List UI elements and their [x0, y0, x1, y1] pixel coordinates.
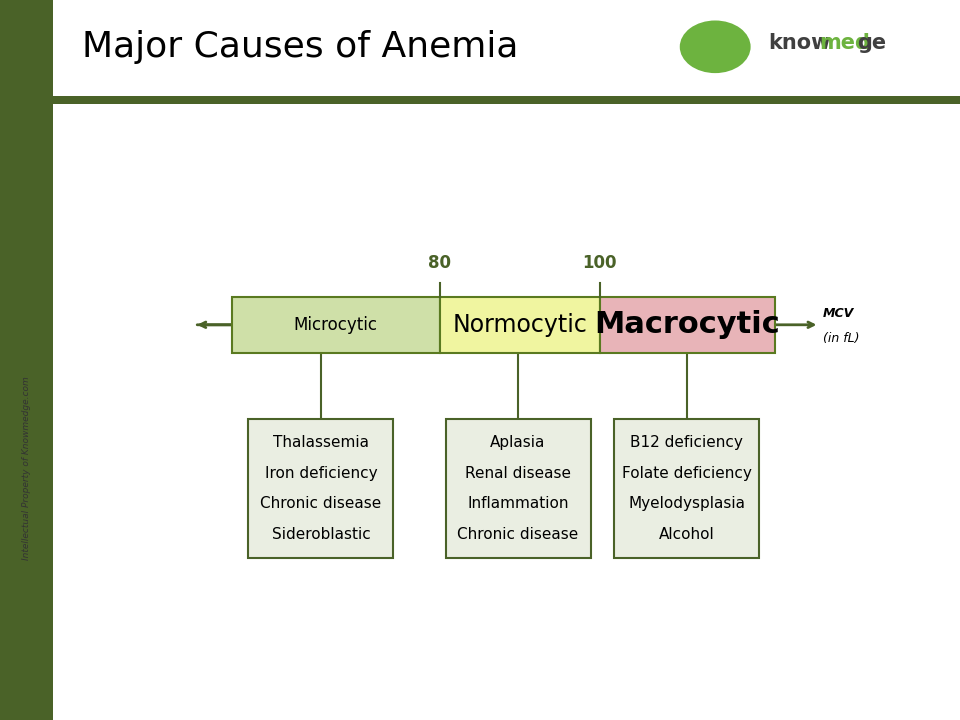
Text: ge: ge: [857, 33, 886, 53]
Text: Myelodysplasia: Myelodysplasia: [629, 496, 745, 511]
Bar: [445, 419, 590, 557]
Text: Aplasia: Aplasia: [491, 435, 545, 450]
Text: Intellectual Property of Knowmedge.com: Intellectual Property of Knowmedge.com: [22, 376, 31, 560]
Text: Chronic disease: Chronic disease: [457, 526, 579, 541]
Text: Iron deficiency: Iron deficiency: [265, 466, 377, 480]
Text: med: med: [819, 33, 870, 53]
Text: Folate deficiency: Folate deficiency: [622, 466, 752, 480]
Text: Alcohol: Alcohol: [660, 526, 715, 541]
Text: Macrocytic: Macrocytic: [594, 310, 780, 339]
Text: Microcytic: Microcytic: [294, 316, 377, 334]
Text: 100: 100: [583, 254, 617, 272]
Bar: [249, 419, 394, 557]
Text: Sideroblastic: Sideroblastic: [272, 526, 371, 541]
Text: Thalassemia: Thalassemia: [273, 435, 369, 450]
Text: Inflammation: Inflammation: [468, 496, 568, 511]
Text: Chronic disease: Chronic disease: [260, 496, 381, 511]
Text: Normocytic: Normocytic: [452, 312, 588, 337]
Text: 80: 80: [428, 254, 451, 272]
Text: MCV: MCV: [823, 307, 854, 320]
Text: Major Causes of Anemia: Major Causes of Anemia: [82, 30, 518, 64]
Bar: [614, 419, 759, 557]
Bar: [440, 297, 600, 353]
Bar: [231, 297, 440, 353]
Text: know: know: [768, 33, 830, 53]
Text: (in fL): (in fL): [823, 332, 859, 345]
Bar: [600, 297, 775, 353]
Text: Renal disease: Renal disease: [465, 466, 571, 480]
Text: B12 deficiency: B12 deficiency: [631, 435, 743, 450]
